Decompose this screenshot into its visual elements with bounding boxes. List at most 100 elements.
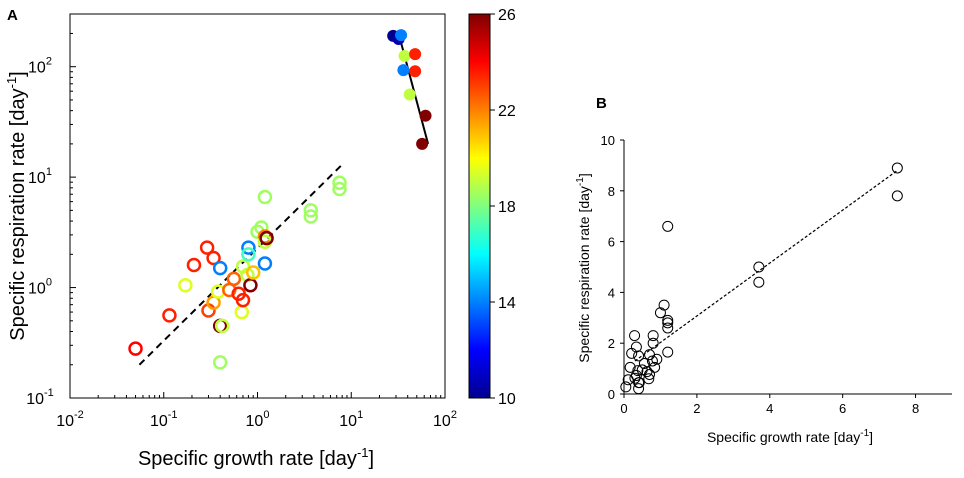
panel-b-x-tick-label: 6 <box>839 401 846 416</box>
panel-a-points <box>128 29 432 370</box>
panel-b-y-tick-label: 0 <box>608 387 615 402</box>
panel-b-chart: 0 2 4 6 8 0 2 4 6 8 10 Specific growth rate [day-1… <box>575 133 952 445</box>
panel-b-point <box>649 361 661 373</box>
panel-a-open-point <box>206 250 221 266</box>
panel-a-open-point <box>178 277 193 293</box>
panel-b-point <box>630 341 642 353</box>
panel-a-x-tick-label: 10-1 <box>150 409 178 430</box>
panel-b-point <box>654 307 666 319</box>
panel-a-y-axis-label: Specific respiration rate [day-1] <box>4 71 29 340</box>
panel-a-x-tick-label: 100 <box>246 409 270 430</box>
colorbar-tick-label: 14 <box>498 295 516 312</box>
panel-b-y-tick-label: 8 <box>608 184 615 199</box>
panel-b-x-tick-label: 2 <box>693 401 700 416</box>
panel-b-point <box>753 261 765 273</box>
panel-a-open-point <box>199 240 215 255</box>
panel-a-filled-point <box>409 48 422 61</box>
colorbar-tick-label: 22 <box>498 103 516 120</box>
panel-a-open-point <box>162 308 177 323</box>
panel-b-point <box>651 353 663 365</box>
panel-a-fit-lines <box>138 33 430 366</box>
panel-a-filled-point <box>397 64 410 77</box>
panel-b-letter: B <box>596 95 607 112</box>
panel-b-point <box>624 361 636 373</box>
panel-a-open-point <box>226 271 242 287</box>
panel-b-x-tick-label: 0 <box>620 401 627 416</box>
panel-b-point <box>753 276 765 288</box>
panel-a-plot-area <box>69 13 446 399</box>
panel-a-filled-point <box>403 88 416 101</box>
panel-b-point <box>620 381 632 393</box>
panel-b-point <box>891 162 903 174</box>
panel-a-x-tick-label: 101 <box>339 409 363 430</box>
panel-a-filled-point <box>395 29 408 42</box>
colorbar-gradient <box>468 13 491 399</box>
panel-a-y-tick-label: 10-1 <box>26 387 54 408</box>
panel-a-filled-point <box>419 109 432 122</box>
panel-b-point <box>643 373 655 385</box>
panel-b-points <box>620 162 903 395</box>
panel-a-open-point <box>303 203 319 218</box>
panel-b-y-tick-label: 4 <box>608 285 615 300</box>
panel-b-y-tick-label: 6 <box>608 235 615 250</box>
panel-a-open-point <box>234 304 250 320</box>
panel-b-point <box>633 383 645 395</box>
panel-b-point <box>662 220 674 232</box>
panel-a-open-point <box>332 175 347 190</box>
panel-b-y-axis-label: Specific respiration rate [day-1] <box>575 173 592 362</box>
panel-a-x-tick-label: 10-2 <box>56 409 84 430</box>
panel-a-y-tick-label: 102 <box>28 56 52 77</box>
colorbar-tick-label: 26 <box>498 7 516 24</box>
panel-a-open-point <box>186 257 202 273</box>
panel-b-point <box>891 190 903 202</box>
colorbar-tick-label: 18 <box>498 199 516 216</box>
panel-a-open-point <box>245 265 261 280</box>
panel-a-filled-point <box>416 137 429 150</box>
panel-b-y-tick-label: 2 <box>608 336 615 351</box>
panel-b-fit-line <box>634 169 898 362</box>
panel-b-point <box>662 314 674 326</box>
panel-a-open-point <box>128 341 143 356</box>
panel-a-open-point <box>257 229 273 244</box>
panel-a-open-point <box>212 260 228 276</box>
panel-a-x-axis-label: Specific growth rate [day-1] <box>138 445 374 470</box>
panel-a-y-tick-label: 101 <box>28 166 52 187</box>
panel-b-x-axis-label: Specific growth rate [day-1] <box>707 428 873 445</box>
panel-b-point <box>662 346 674 358</box>
panel-a-open-point <box>259 230 274 246</box>
panel-a-open-point <box>241 247 256 262</box>
panel-b-point <box>630 369 642 381</box>
panel-a-open-point <box>332 181 347 197</box>
panel-b-point <box>647 330 659 342</box>
panel-b-point <box>626 347 638 359</box>
panel-a-dashed-fit-line <box>138 163 343 366</box>
panel-a-filled-point <box>398 49 411 62</box>
panel-a-filled-point <box>409 65 422 78</box>
panel-b-point <box>647 337 659 349</box>
panel-b-point <box>644 368 656 380</box>
panel-a-open-point <box>214 318 230 334</box>
panel-a-open-point <box>257 256 273 271</box>
panel-b-x-tick-label: 8 <box>912 401 919 416</box>
panel-b-point <box>633 350 645 362</box>
panel-b-point <box>633 377 645 389</box>
panel-a-open-point <box>243 277 258 293</box>
panel-a-y-tick-label: 100 <box>28 277 52 298</box>
panel-b-x-tick-label: 4 <box>766 401 773 416</box>
panel-b-point <box>662 322 674 334</box>
panel-b-y-tick-label: 10 <box>601 133 615 148</box>
colorbar: 10 14 18 22 26 <box>468 7 516 408</box>
panel-b-point <box>662 317 674 329</box>
panel-b-point <box>629 330 641 342</box>
panel-a-open-point <box>235 292 251 308</box>
panel-a-letter: A <box>7 7 18 24</box>
panel-a-open-point <box>303 209 319 224</box>
panel-a-open-point <box>241 240 256 255</box>
panel-a-open-point <box>257 189 273 205</box>
panel-b-axis-ticks: 0 2 4 6 8 0 2 4 6 8 10 <box>601 133 920 416</box>
panel-b-point <box>638 358 650 370</box>
panel-b-point <box>632 365 644 377</box>
